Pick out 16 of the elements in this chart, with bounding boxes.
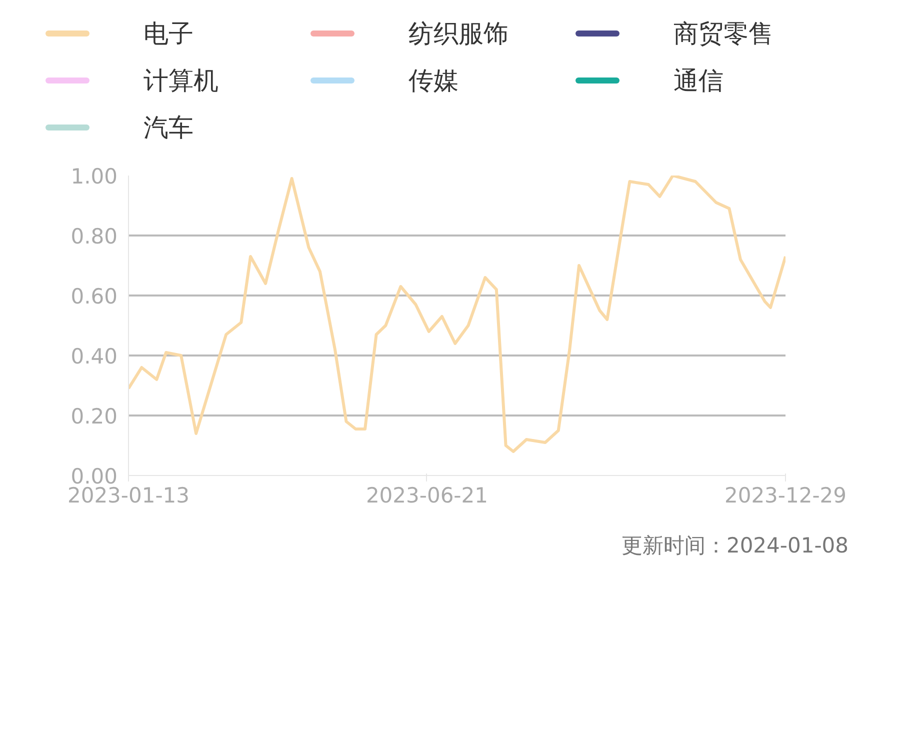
legend-label: 通信 (674, 66, 724, 95)
legend-label: 汽车 (144, 113, 194, 142)
legend-label: 纺织服饰 (408, 19, 508, 48)
text: 更新时间：2024-01-08 (621, 534, 849, 558)
legend-label: 商贸零售 (674, 19, 774, 48)
line-series (128, 176, 786, 453)
legend-label: 传媒 (408, 66, 458, 95)
legend-label: 计算机 (144, 66, 218, 95)
y-tick-label: 1.00 (70, 164, 118, 188)
y-tick-label: 0.60 (70, 284, 118, 308)
y-tick-label: 0.40 (70, 344, 118, 368)
legend-label: 电子 (144, 19, 194, 48)
x-tick-label: 2023-12-29 (724, 484, 847, 508)
x-tick-label: 2023-06-21 (366, 484, 488, 508)
y-tick-label: 0.20 (70, 404, 118, 428)
y-tick-label: 0.80 (70, 224, 118, 248)
